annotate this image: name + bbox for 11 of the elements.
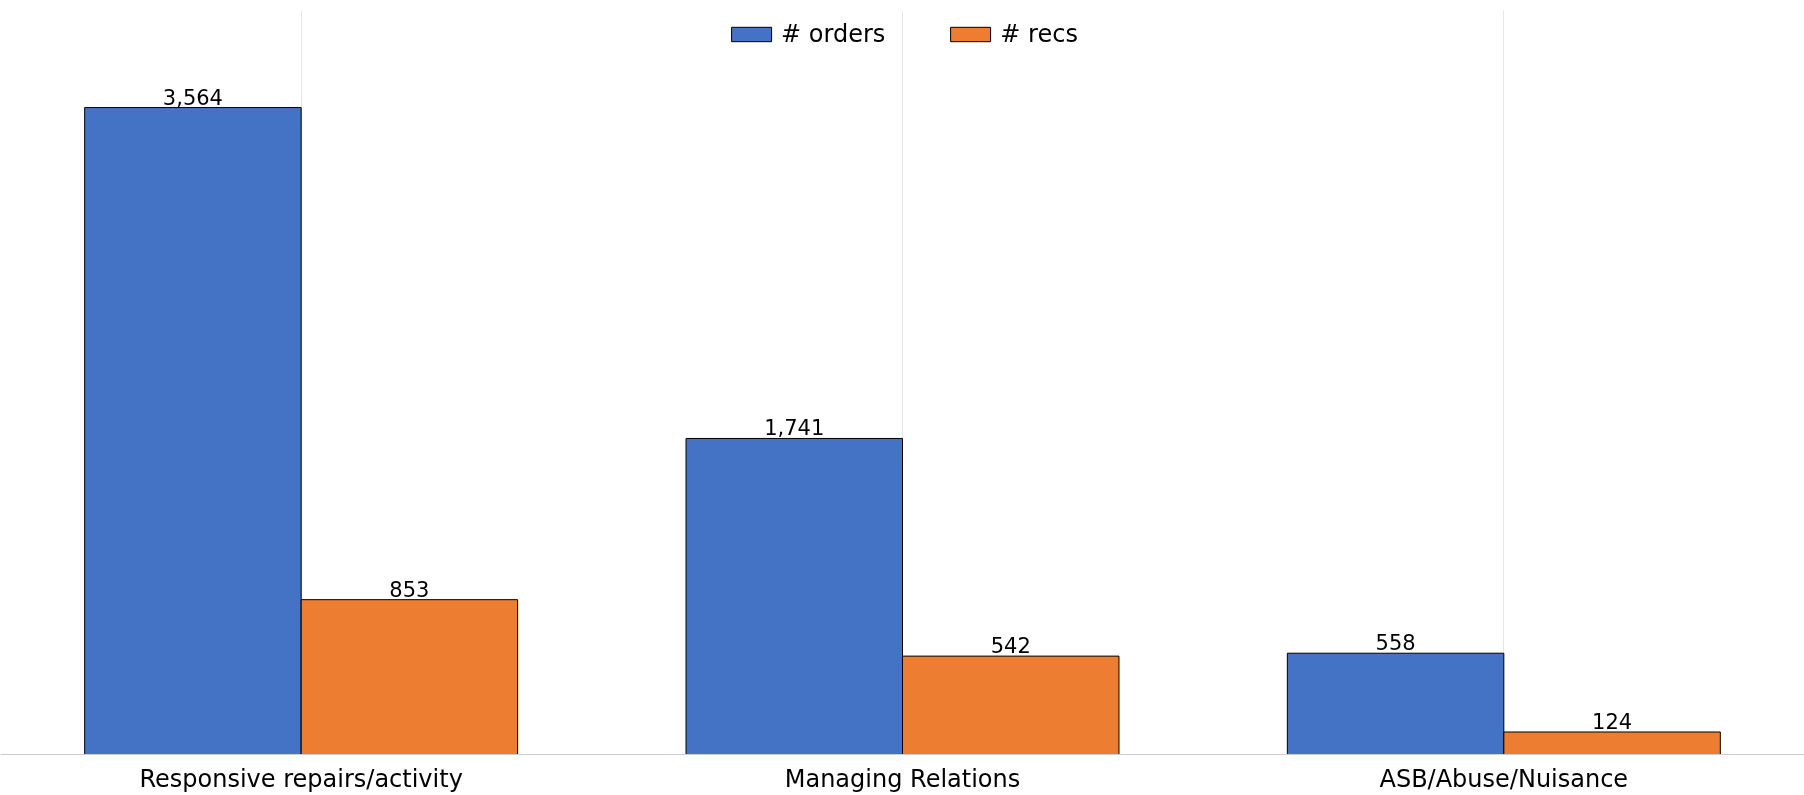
legend-label: # recs	[1000, 20, 1078, 48]
x-tick-label: ASB/Abuse/Nuisance	[1379, 764, 1629, 793]
data-label: 542	[990, 634, 1031, 659]
x-tick-label: Managing Relations	[784, 764, 1021, 793]
data-label: 1,741	[764, 416, 825, 441]
data-label: 853	[389, 577, 430, 602]
data-label: 558	[1375, 631, 1416, 656]
data-label: 3,564	[162, 85, 223, 110]
data-label: 124	[1592, 709, 1633, 734]
x-tick-label: Responsive repairs/activity	[139, 764, 463, 793]
legend-label: # orders	[781, 20, 886, 48]
